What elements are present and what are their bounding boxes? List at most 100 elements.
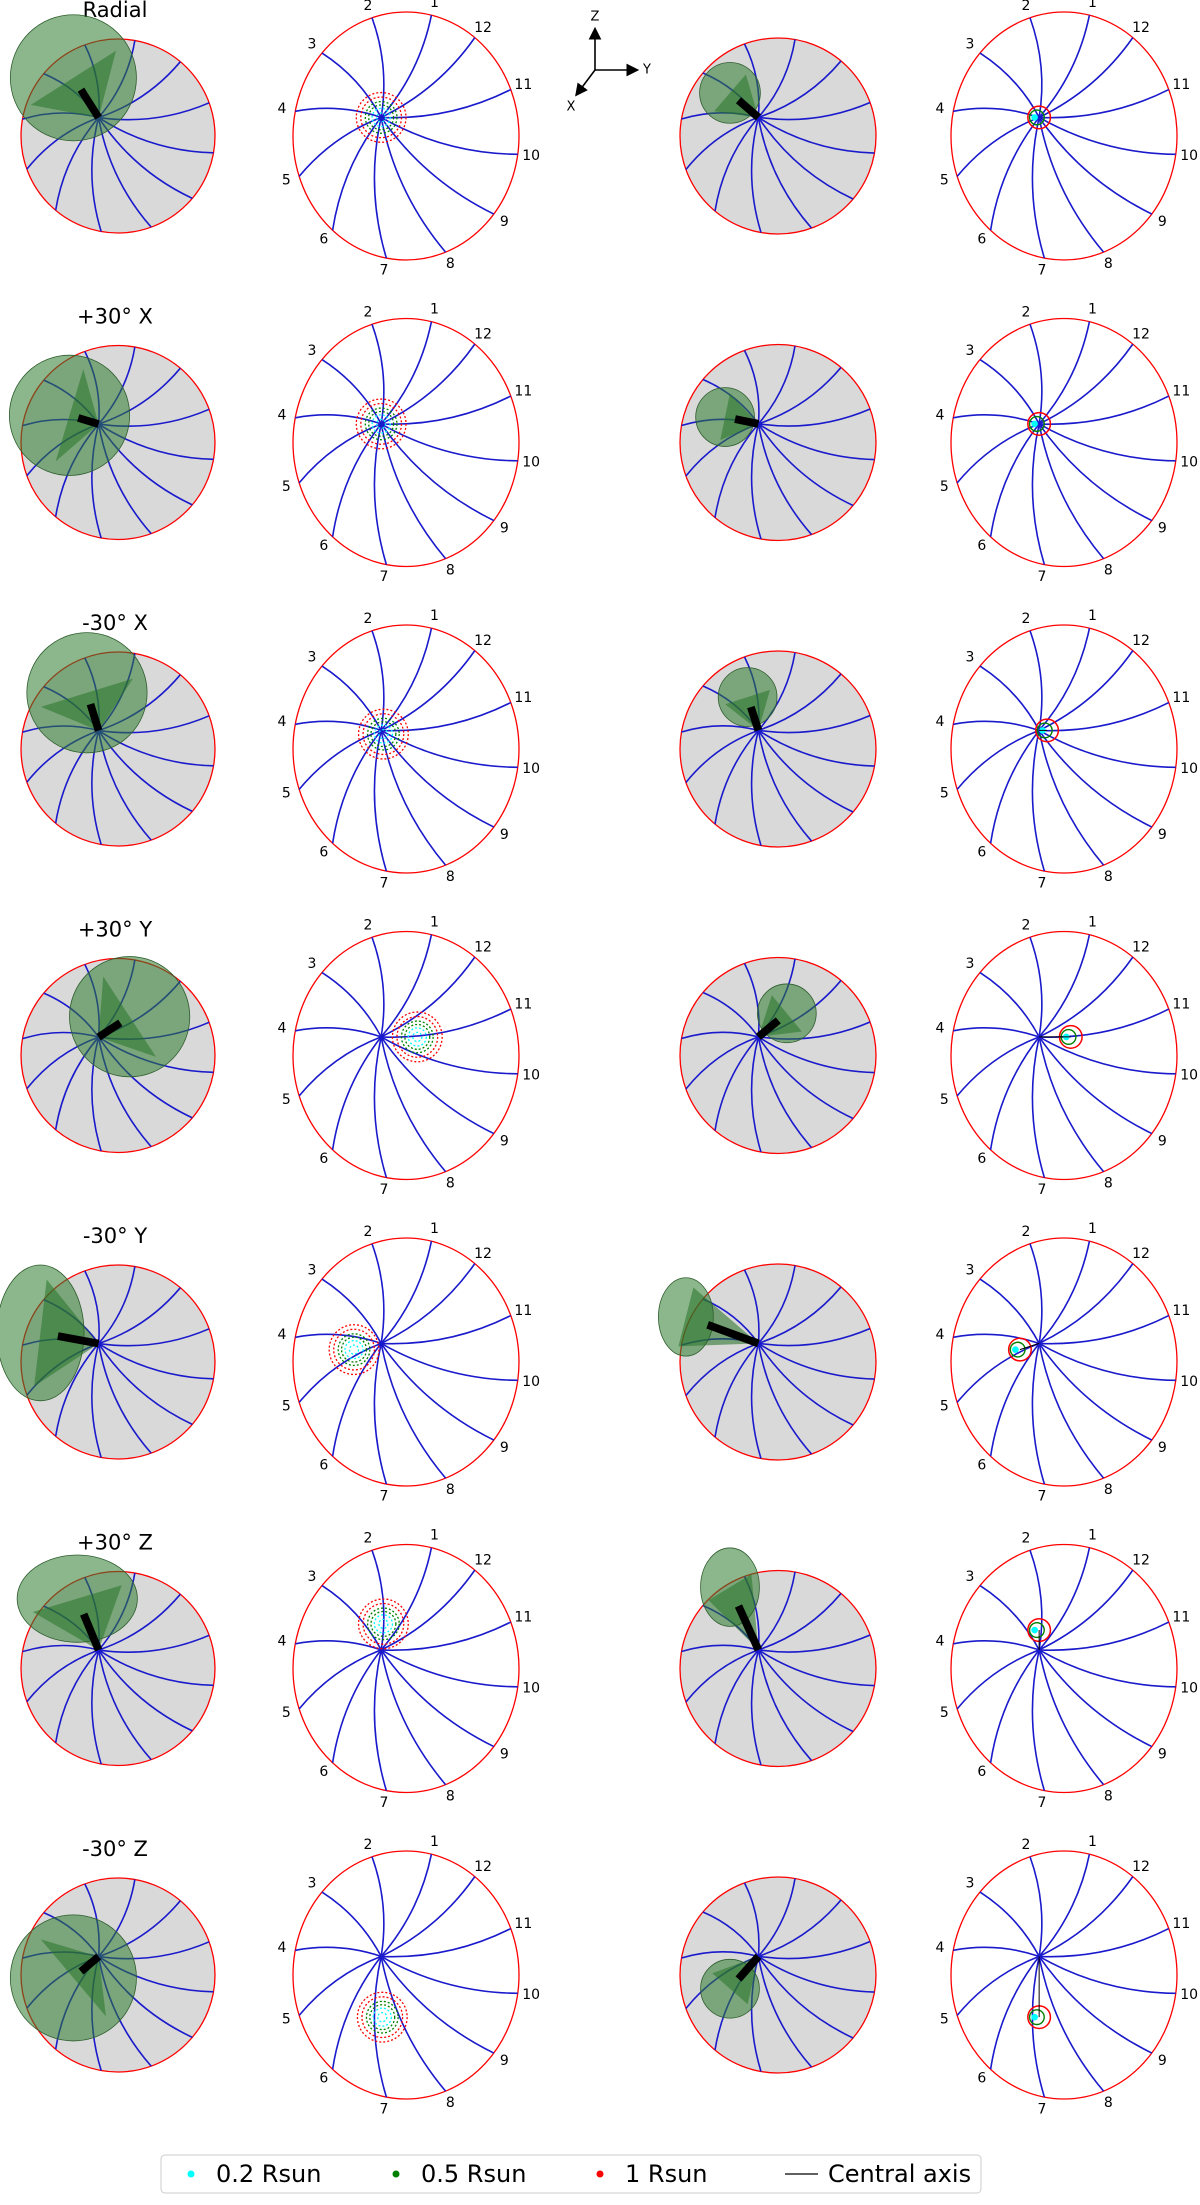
meridian xyxy=(1031,423,1046,565)
meridian xyxy=(97,1343,193,1426)
meridian xyxy=(98,1593,181,1651)
meridian xyxy=(757,1649,875,1687)
legend-marker xyxy=(187,2170,195,2178)
legend-box xyxy=(160,2154,982,2194)
extent-ring xyxy=(1031,1626,1038,1634)
clock-label: 12 xyxy=(1132,1246,1150,1262)
clock-label: 7 xyxy=(380,1182,389,1198)
row-label: +30° Z xyxy=(77,1531,153,1555)
clock-label: 10 xyxy=(1180,761,1198,777)
meridian xyxy=(757,1343,813,1455)
meridian xyxy=(380,423,495,522)
meridian xyxy=(1038,1854,1091,1957)
meridian xyxy=(1029,630,1043,731)
cone-cap xyxy=(9,14,137,142)
clock-label: 1 xyxy=(1088,1834,1097,1850)
meridian xyxy=(380,1955,495,2054)
clock-label: 12 xyxy=(474,1859,492,1875)
meridian xyxy=(681,1644,759,1653)
meridian xyxy=(1031,1343,1046,1485)
clock-label: 3 xyxy=(307,650,316,666)
meridian xyxy=(714,1342,760,1438)
clock-label: 12 xyxy=(474,326,492,342)
meridian xyxy=(371,1856,385,1957)
meridian xyxy=(743,1882,760,1957)
clock-label: 9 xyxy=(1158,214,1167,230)
clock-label: 3 xyxy=(307,1263,316,1279)
meridian xyxy=(757,116,875,154)
meridian xyxy=(1038,729,1176,769)
clock-label: 9 xyxy=(1158,827,1167,843)
meridian xyxy=(757,1342,875,1380)
meridian xyxy=(750,1036,762,1153)
meridian xyxy=(1038,343,1134,425)
extent-ring xyxy=(368,410,395,437)
clock-label: 3 xyxy=(965,37,974,53)
cone-cap xyxy=(695,387,755,447)
clock-label: 7 xyxy=(1038,569,1047,585)
clock-label: 5 xyxy=(940,1705,949,1721)
clock-label: 8 xyxy=(1104,869,1113,885)
meridian xyxy=(26,1649,99,1703)
central-axis xyxy=(735,97,761,121)
clock-label: 5 xyxy=(940,172,949,188)
central-axis xyxy=(755,1017,781,1040)
meridian xyxy=(750,117,762,233)
meridian xyxy=(97,1649,193,1732)
meridian xyxy=(953,720,1040,732)
cone-cap xyxy=(26,632,148,754)
clock-face xyxy=(950,1237,1178,1487)
meridian xyxy=(757,1265,796,1344)
meridian xyxy=(331,729,382,844)
meridian xyxy=(97,1343,152,1454)
meridian xyxy=(702,1911,760,1957)
clock-label: 4 xyxy=(278,1633,287,1649)
extent-ring xyxy=(391,1011,443,1063)
meridian xyxy=(380,117,447,253)
meridian xyxy=(681,1031,759,1040)
clock-label: 8 xyxy=(446,2095,455,2111)
meridian xyxy=(757,39,796,118)
clock-label: 3 xyxy=(307,37,316,53)
meridian xyxy=(380,1649,447,1786)
extent-ring xyxy=(1028,415,1045,432)
clock-label: 11 xyxy=(514,1303,532,1319)
central-axis xyxy=(77,87,102,120)
meridian xyxy=(380,1036,495,1135)
clock-label: 1 xyxy=(1088,1221,1097,1237)
meridian xyxy=(295,1333,382,1345)
meridian xyxy=(979,358,1040,425)
meridian xyxy=(757,1036,854,1120)
meridian xyxy=(380,1956,447,2092)
extent-ring xyxy=(337,1333,371,1367)
clock-label: 8 xyxy=(1104,1175,1113,1191)
clock-label: 5 xyxy=(282,1705,291,1721)
clock-label: 11 xyxy=(1172,383,1190,399)
clock-label: 9 xyxy=(500,1133,509,1149)
meridian xyxy=(381,1314,512,1345)
legend-text: 0.2 Rsun xyxy=(216,2160,321,2188)
clock-label: 9 xyxy=(500,2053,509,2069)
meridian xyxy=(1038,423,1105,560)
meridian xyxy=(380,321,433,425)
meridian xyxy=(380,116,518,156)
meridian xyxy=(380,729,518,769)
meridian xyxy=(758,1899,842,1958)
clock-face xyxy=(292,624,520,874)
meridian xyxy=(380,1263,476,1345)
meridian xyxy=(1038,956,1134,1038)
clock-label: 7 xyxy=(380,1795,389,1811)
clock-label: 4 xyxy=(278,101,287,117)
extent-ring xyxy=(371,107,391,128)
clock-face xyxy=(950,624,1178,874)
extent-ring xyxy=(378,1618,389,1630)
clock-label: 6 xyxy=(319,1458,328,1474)
sphere xyxy=(679,1263,877,1461)
clock-face xyxy=(950,1850,1178,2100)
meridian xyxy=(380,1241,433,1344)
meridian xyxy=(380,1649,495,1748)
meridian xyxy=(380,1569,476,1651)
meridian xyxy=(750,1956,762,2072)
cone-cap xyxy=(16,1554,138,1643)
